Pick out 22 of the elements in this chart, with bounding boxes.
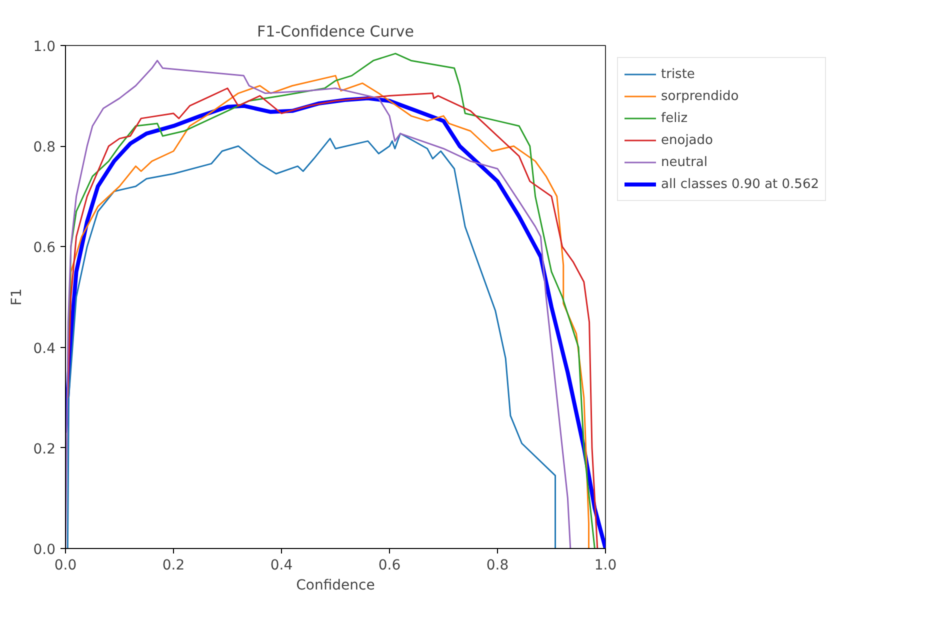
line-series — [66, 132, 556, 548]
x-axis-title: Confidence — [296, 578, 375, 594]
legend-label: feliz — [661, 110, 688, 126]
legend-label: neutral — [661, 154, 708, 170]
legend-label: triste — [661, 66, 695, 82]
y-tick-label: 0.8 — [33, 140, 56, 156]
legend-label: sorprendido — [661, 88, 739, 104]
x-tick-label: 0.6 — [378, 558, 401, 574]
y-axis-title: F1 — [9, 288, 26, 306]
x-tick-label: 0.0 — [54, 558, 77, 574]
x-tick-label: 1.0 — [594, 558, 617, 574]
y-tick-label: 0.0 — [33, 542, 56, 558]
legend-label: enojado — [661, 132, 713, 148]
x-tick-label: 0.8 — [486, 558, 509, 574]
x-tick-label: 0.2 — [162, 558, 185, 574]
chart-title: F1-Confidence Curve — [257, 22, 414, 40]
y-tick-label: 0.4 — [33, 340, 56, 357]
y-tick-label: 0.2 — [33, 441, 56, 458]
y-tick-label: 1.0 — [33, 39, 56, 55]
legend-label: all classes 0.90 at 0.562 — [661, 176, 819, 192]
x-tick-label: 0.4 — [270, 558, 293, 574]
y-tick-label: 0.6 — [33, 240, 56, 256]
